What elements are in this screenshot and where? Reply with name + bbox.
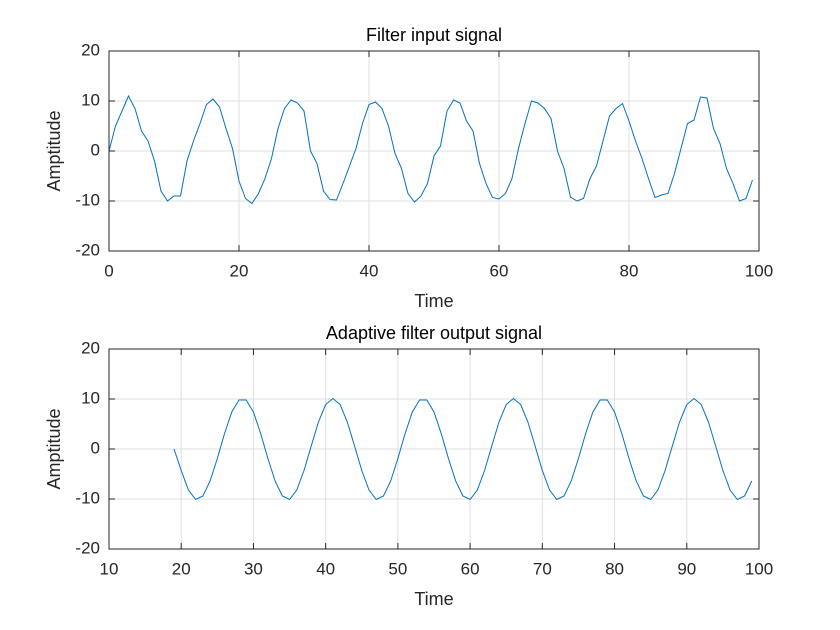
chart-title: Adaptive filter output signal — [326, 323, 542, 343]
y-axis-label: Amptitude — [44, 408, 64, 489]
y-tick-label: 20 — [81, 40, 100, 59]
axes-box — [108, 348, 760, 550]
x-tick-label: 100 — [745, 559, 773, 578]
y-tick-label: 0 — [91, 438, 100, 457]
y-tick-label: -20 — [75, 538, 100, 557]
y-tick-label: 10 — [81, 388, 100, 407]
x-tick-label: 100 — [745, 261, 773, 280]
y-tick-label: -20 — [75, 240, 100, 259]
x-tick-label: 10 — [100, 559, 119, 578]
axes-box — [108, 50, 760, 252]
x-tick-label: 20 — [230, 261, 249, 280]
y-tick-label: 0 — [91, 140, 100, 159]
x-tick-label: 20 — [172, 559, 191, 578]
chart-title: Filter input signal — [366, 25, 502, 45]
x-tick-label: 90 — [677, 559, 696, 578]
x-tick-label: 80 — [605, 559, 624, 578]
x-tick-label: 40 — [360, 261, 379, 280]
x-tick-label: 80 — [620, 261, 639, 280]
x-tick-label: 60 — [490, 261, 509, 280]
y-tick-label: 20 — [81, 338, 100, 357]
x-axis-label: Time — [414, 589, 453, 609]
x-tick-label: 0 — [104, 261, 113, 280]
y-tick-label: -10 — [75, 488, 100, 507]
x-tick-label: 40 — [316, 559, 335, 578]
x-tick-label: 50 — [388, 559, 407, 578]
x-tick-label: 60 — [461, 559, 480, 578]
x-axis-label: Time — [414, 291, 453, 311]
y-tick-label: -10 — [75, 190, 100, 209]
x-tick-label: 30 — [244, 559, 263, 578]
signal-line — [108, 94, 753, 205]
y-tick-label: 10 — [81, 90, 100, 109]
x-tick-label: 70 — [533, 559, 552, 578]
y-axis-label: Amptitude — [44, 110, 64, 191]
signal-line — [173, 397, 753, 501]
